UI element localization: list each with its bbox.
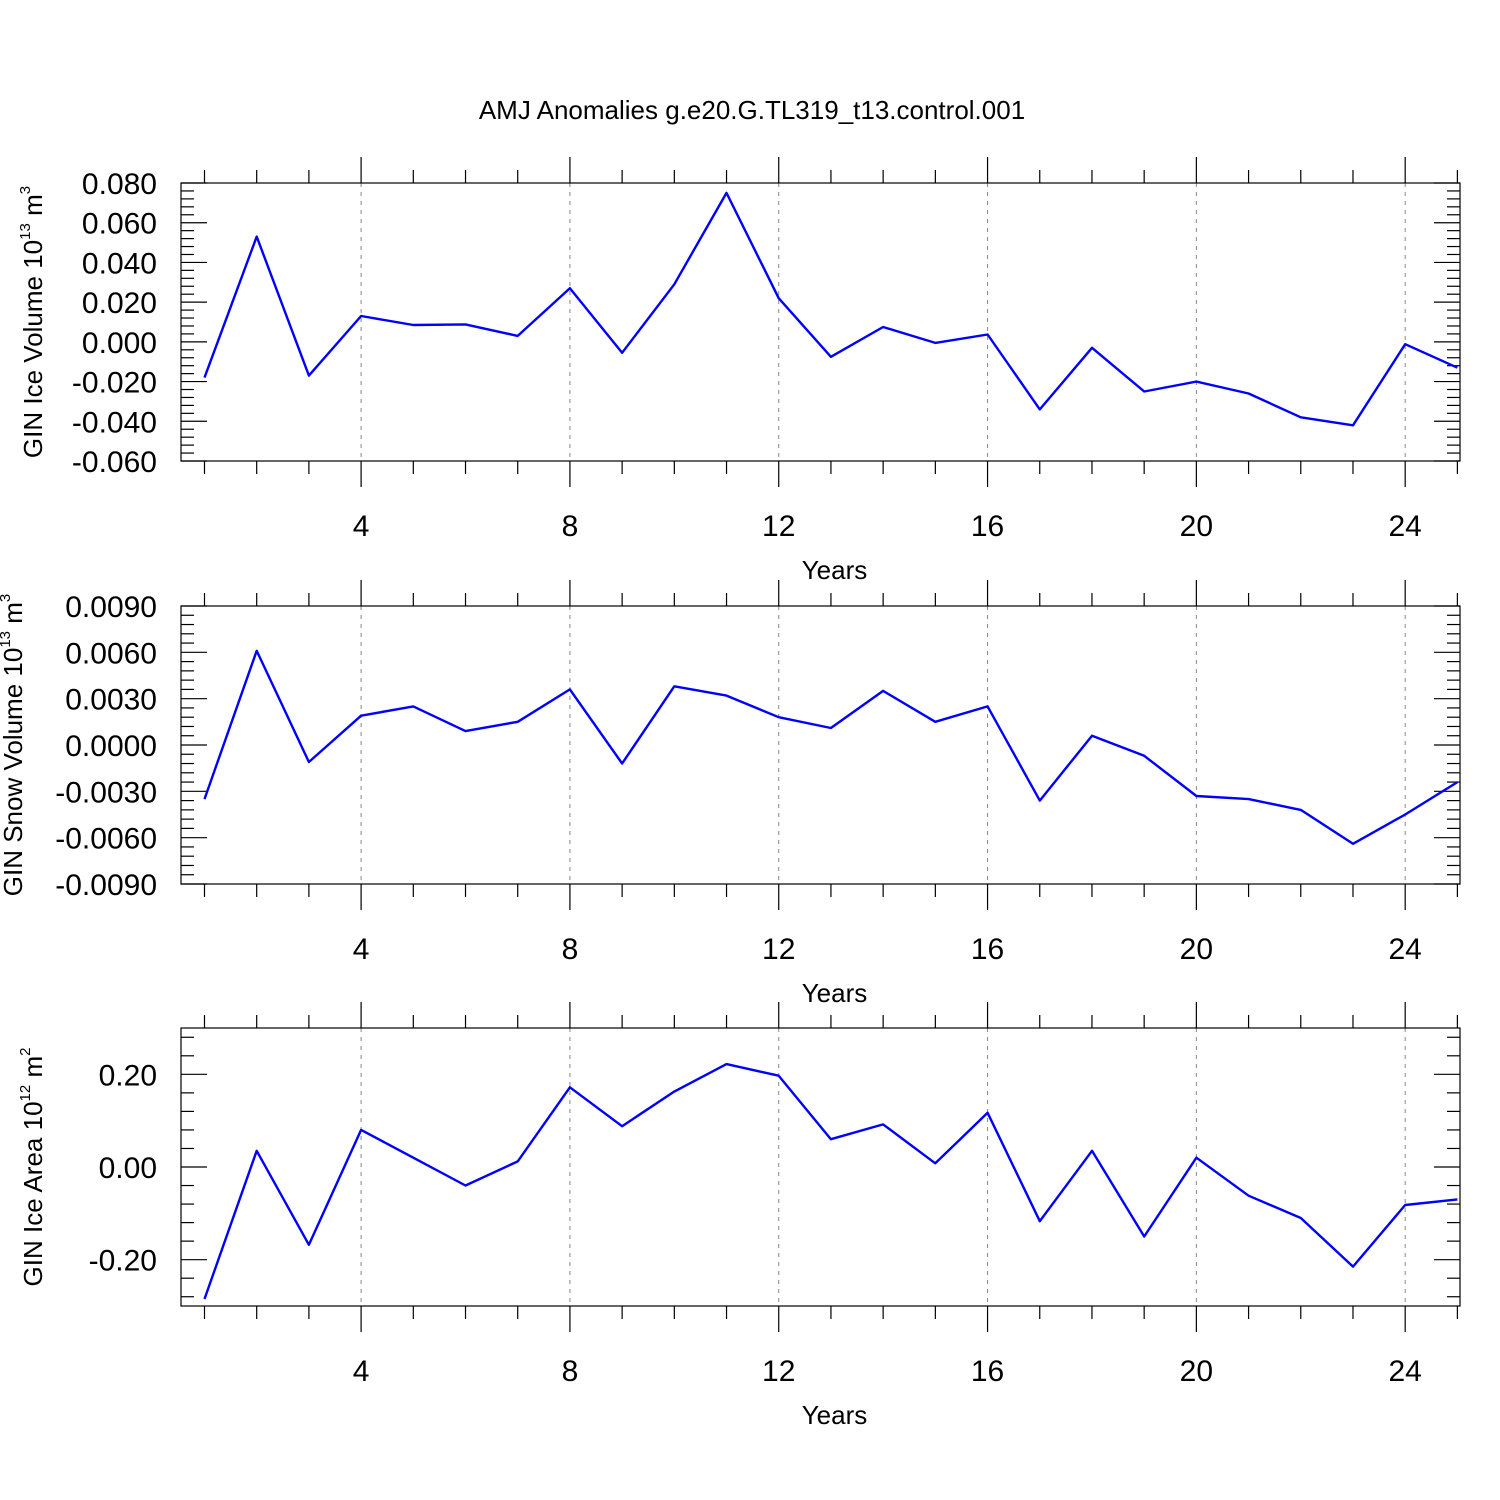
y-tick-label: -0.0090 — [55, 869, 157, 902]
x-tick-label: 4 — [353, 510, 370, 543]
y-tick-label: 0.0090 — [65, 591, 157, 624]
y-tick-label: 0.000 — [82, 327, 157, 360]
y-axis-label-exponent: 12 — [17, 1085, 34, 1102]
y-tick-label: -0.0030 — [55, 776, 157, 809]
y-axis-label-exponent: 2 — [17, 1048, 34, 1056]
y-axis-label-exponent: 3 — [17, 186, 34, 194]
y-axis-label-text: m — [18, 1056, 48, 1085]
x-tick-label: 24 — [1388, 510, 1421, 543]
series-line-snow-volume — [203, 649, 1459, 845]
x-tick-label: 20 — [1180, 933, 1213, 966]
series-line-ice-volume — [203, 191, 1458, 427]
y-axis-label-text: m — [18, 194, 48, 223]
x-tick-label: 16 — [971, 933, 1004, 966]
x-tick-label: 4 — [353, 933, 370, 966]
y-tick-label: 0.060 — [82, 208, 157, 241]
series-line-ice-area — [203, 1062, 1458, 1300]
y-axis-label-text: m — [0, 602, 28, 631]
x-tick-label: 8 — [562, 933, 579, 966]
y-axis-label: GIN Snow Volume 1013 m3 — [0, 594, 28, 897]
y-axis-label: GIN Ice Volume 1013 m3 — [17, 186, 48, 458]
y-axis-label-text: GIN Snow Volume 10 — [0, 648, 28, 897]
x-tick-label: 4 — [353, 1355, 370, 1388]
figure-title: AMJ Anomalies g.e20.G.TL319_t13.control.… — [479, 95, 1025, 125]
plot-frame — [180, 1027, 1461, 1307]
x-tick-label: 16 — [971, 1355, 1004, 1388]
x-tick-label: 20 — [1180, 510, 1213, 543]
y-tick-label: -0.020 — [72, 367, 157, 400]
y-tick-label: 0.0000 — [65, 730, 157, 763]
y-tick-label: 0.20 — [99, 1059, 157, 1092]
panel-snow-volume: 4 8 12 16 20 24 0.0090 0.0060 0.0030 0.0000 -0.003… — [0, 580, 1461, 1008]
y-axis-label-exponent: 13 — [17, 223, 34, 240]
panel-ice-area: 4 8 12 16 20 24 0.20 0.00 -0.20 Years GIN Ice Area… — [17, 1002, 1461, 1430]
plot-frame — [180, 605, 1461, 885]
x-tick-label: 8 — [562, 510, 579, 543]
y-tick-label: -0.20 — [89, 1245, 157, 1278]
y-axis-label-text: GIN Ice Area 10 — [18, 1101, 48, 1286]
y-axis-label: GIN Ice Area 1012 m2 — [17, 1048, 48, 1287]
y-tick-label: 0.00 — [99, 1152, 157, 1185]
x-tick-label: 24 — [1388, 1355, 1421, 1388]
x-tick-label: 24 — [1388, 933, 1421, 966]
x-tick-label: 8 — [562, 1355, 579, 1388]
y-tick-label: 0.080 — [82, 168, 157, 201]
x-tick-label: 12 — [762, 1355, 795, 1388]
x-tick-label: 12 — [762, 510, 795, 543]
y-tick-label: -0.0060 — [55, 823, 157, 856]
y-tick-label: 0.0060 — [65, 637, 157, 670]
y-axis-label-exponent: 13 — [0, 631, 14, 648]
x-tick-label: 20 — [1180, 1355, 1213, 1388]
panel-ice-volume: 4 8 12 16 20 24 0.080 0.060 0.040 0.020 0.000 -0.02… — [17, 157, 1461, 585]
x-axis-label: Years — [802, 1400, 868, 1430]
x-tick-label: 16 — [971, 510, 1004, 543]
y-tick-label: -0.060 — [72, 446, 157, 479]
y-tick-label: 0.0030 — [65, 684, 157, 717]
y-axis-label-text: GIN Ice Volume 10 — [18, 240, 48, 458]
x-axis-label: Years — [802, 978, 868, 1008]
plot-frame — [180, 182, 1461, 462]
y-tick-label: 0.040 — [82, 247, 157, 280]
x-axis-label: Years — [802, 555, 868, 585]
x-tick-label: 12 — [762, 933, 795, 966]
y-tick-label: -0.040 — [72, 406, 157, 439]
y-axis-label-exponent: 3 — [0, 594, 14, 602]
y-tick-label: 0.020 — [82, 287, 157, 320]
